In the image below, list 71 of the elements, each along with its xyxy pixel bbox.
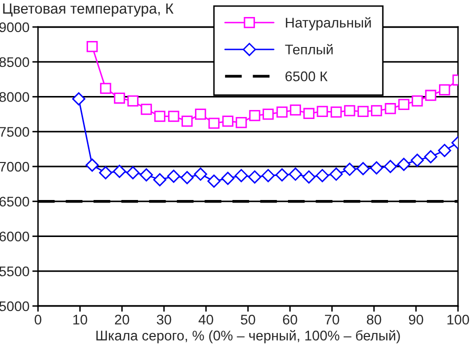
point xyxy=(182,116,193,127)
point xyxy=(370,105,382,116)
x-tick-label: 20 xyxy=(114,314,130,325)
point xyxy=(100,82,112,94)
point xyxy=(86,158,99,172)
point xyxy=(221,172,234,185)
point xyxy=(343,162,356,176)
point xyxy=(262,168,275,182)
legend-label: Теплый xyxy=(285,44,333,54)
point xyxy=(316,168,329,182)
y-axis-title: Цветовая температура, К xyxy=(3,4,174,17)
x-tick-label: 40 xyxy=(198,314,214,325)
point xyxy=(316,106,328,117)
x-tick-label: 70 xyxy=(324,314,340,325)
point xyxy=(99,166,112,180)
point xyxy=(302,170,316,184)
point xyxy=(276,106,288,118)
point xyxy=(384,160,397,174)
point xyxy=(384,103,396,114)
point xyxy=(356,162,370,176)
x-tick-label: 10 xyxy=(73,314,88,325)
point xyxy=(234,168,248,182)
point xyxy=(303,108,314,120)
legend-label: Натуральный xyxy=(286,17,371,30)
point xyxy=(397,158,410,171)
point xyxy=(153,173,166,186)
point xyxy=(398,98,410,110)
x-tick-label: 0 xyxy=(34,314,42,325)
point xyxy=(127,95,138,106)
point xyxy=(140,104,152,115)
point xyxy=(86,40,98,52)
point xyxy=(167,170,180,183)
point xyxy=(208,118,220,129)
x-tick-label: 60 xyxy=(282,314,298,325)
point xyxy=(140,168,153,182)
point xyxy=(288,168,302,181)
point xyxy=(410,154,424,167)
point xyxy=(412,95,423,106)
point xyxy=(72,92,86,106)
legend-label: 6500 К xyxy=(285,71,328,82)
point xyxy=(222,116,234,127)
point xyxy=(194,168,208,181)
point xyxy=(126,166,140,180)
point xyxy=(370,161,384,174)
x-tick-label: 30 xyxy=(156,314,172,325)
point xyxy=(194,108,206,120)
x-axis-title: Шкала серого, % (0% – черный, 100% – белый) xyxy=(96,330,400,344)
x-tick-label: 80 xyxy=(366,314,382,325)
x-tick-label: 90 xyxy=(408,314,424,325)
point xyxy=(275,168,289,182)
x-tick-label: 50 xyxy=(240,314,256,325)
point xyxy=(248,170,262,184)
point xyxy=(168,110,180,122)
point xyxy=(439,84,450,96)
point xyxy=(112,164,126,178)
point xyxy=(344,105,356,116)
point xyxy=(290,104,302,116)
point xyxy=(425,90,436,101)
x-tick-label: 100 xyxy=(447,314,470,325)
point xyxy=(438,144,452,158)
point xyxy=(154,110,166,122)
point xyxy=(262,108,274,120)
point xyxy=(114,92,126,104)
point xyxy=(207,174,221,188)
point xyxy=(249,110,260,122)
point xyxy=(358,106,369,117)
point xyxy=(180,171,194,184)
point xyxy=(330,106,342,118)
point xyxy=(424,150,438,164)
point xyxy=(236,117,247,128)
point xyxy=(330,168,343,181)
